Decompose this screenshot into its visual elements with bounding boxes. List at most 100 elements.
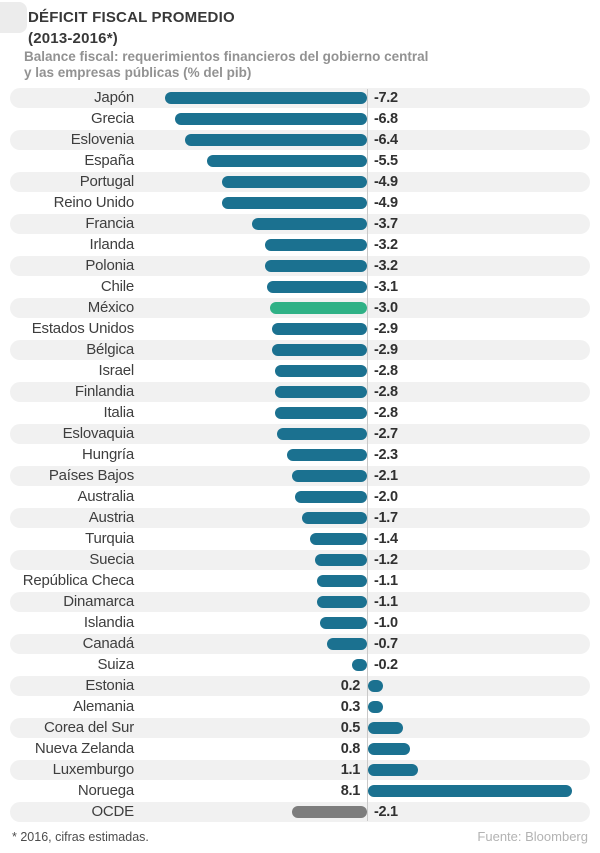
chart-row: Reino Unido -4.9 [0, 193, 600, 214]
value-label: -3.0 [374, 300, 398, 316]
value-label: -2.0 [374, 489, 398, 505]
country-bar [265, 239, 367, 251]
country-label: Estonia [85, 677, 134, 694]
country-label: Noruega [77, 782, 134, 799]
title-line-1: DÉFICIT FISCAL PROMEDIO [28, 9, 235, 26]
country-bar [368, 722, 403, 734]
country-bar [272, 344, 367, 356]
country-label: Austria [88, 509, 134, 526]
chart-row: Estonia 0.2 [0, 676, 600, 697]
value-label: -2.1 [374, 468, 398, 484]
country-label: Suecia [89, 551, 134, 568]
country-label: Polonia [85, 257, 134, 274]
value-label: -2.8 [374, 384, 398, 400]
country-label: Turquia [85, 530, 134, 547]
country-label: Alemania [73, 698, 134, 715]
value-label: -1.1 [374, 573, 398, 589]
chart-row: Dinamarca -1.1 [0, 592, 600, 613]
country-bar [320, 617, 367, 629]
chart-row: Israel -2.8 [0, 361, 600, 382]
country-bar [368, 680, 383, 692]
chart-row: Corea del Sur 0.5 [0, 718, 600, 739]
country-label: Reino Unido [53, 194, 135, 211]
chart-row: República Checa -1.1 [0, 571, 600, 592]
footnote: * 2016, cifras estimadas. [12, 830, 149, 844]
country-label: Australia [77, 488, 134, 505]
country-bar [222, 197, 367, 209]
chart-row: Italia -2.8 [0, 403, 600, 424]
chart-row: Chile -3.1 [0, 277, 600, 298]
country-bar [292, 806, 367, 818]
country-bar [317, 575, 367, 587]
value-label: -6.8 [374, 111, 398, 127]
chart-row: Turquia -1.4 [0, 529, 600, 550]
value-label: -3.1 [374, 279, 398, 295]
country-bar [302, 512, 367, 524]
country-label: Japón [94, 89, 134, 106]
subtitle-line-1: Balance fiscal: requerimientos financier… [24, 49, 429, 64]
country-label: Suiza [97, 656, 134, 673]
country-bar [287, 449, 367, 461]
country-label: Israel [98, 362, 135, 379]
country-bar [275, 386, 367, 398]
country-label: Francia [85, 215, 134, 232]
chart-row: España -5.5 [0, 151, 600, 172]
chart-row: Polonia -3.2 [0, 256, 600, 277]
value-label: 0.2 [340, 678, 361, 694]
value-label: -2.7 [374, 426, 398, 442]
chart-row: Luxemburgo 1.1 [0, 760, 600, 781]
value-label: -1.0 [374, 615, 398, 631]
country-bar [275, 407, 367, 419]
country-label: Islandia [83, 614, 134, 631]
chart-row: Hungría -2.3 [0, 445, 600, 466]
value-label: -7.2 [374, 90, 398, 106]
chart-row: Noruega 8.1 [0, 781, 600, 802]
chart-row: Bélgica -2.9 [0, 340, 600, 361]
country-bar [368, 701, 383, 713]
chart-row: Australia -2.0 [0, 487, 600, 508]
country-bar [277, 428, 367, 440]
value-label: -1.2 [374, 552, 398, 568]
country-label: Irlanda [89, 236, 135, 253]
value-label: -2.9 [374, 321, 398, 337]
country-label: Nueva Zelanda [34, 740, 134, 757]
value-label: 0.3 [340, 699, 361, 715]
value-label: -4.9 [374, 174, 398, 190]
chart-row: Suecia -1.2 [0, 550, 600, 571]
country-bar [310, 533, 367, 545]
zero-axis-line [367, 89, 368, 821]
country-label: Corea del Sur [44, 719, 134, 736]
chart-row: Nueva Zelanda 0.8 [0, 739, 600, 760]
corner-decoration [0, 2, 27, 33]
chart-row: Eslovaquia -2.7 [0, 424, 600, 445]
chart-row: Estados Unidos -2.9 [0, 319, 600, 340]
chart-row: Irlanda -3.2 [0, 235, 600, 256]
value-label: -5.5 [374, 153, 398, 169]
chart-row: Austria -1.7 [0, 508, 600, 529]
chart-row: México -3.0 [0, 298, 600, 319]
country-label: México [87, 299, 135, 316]
chart-row: Grecia -6.8 [0, 109, 600, 130]
value-label: -0.2 [374, 657, 398, 673]
country-label: Estados Unidos [31, 320, 134, 337]
country-bar [327, 638, 367, 650]
country-label: Eslovenia [70, 131, 134, 148]
country-label: Finlandia [74, 383, 134, 400]
country-label: República Checa [22, 572, 134, 589]
country-label: Hungría [82, 446, 134, 463]
chart-row: Eslovenia -6.4 [0, 130, 600, 151]
chart-row: Francia -3.7 [0, 214, 600, 235]
country-label: Dinamarca [63, 593, 134, 610]
value-label: -3.7 [374, 216, 398, 232]
country-bar [315, 554, 367, 566]
country-bar [317, 596, 367, 608]
value-label: -3.2 [374, 258, 398, 274]
country-label: Italia [103, 404, 135, 421]
chart-row: OCDE -2.1 [0, 802, 600, 823]
country-label: Luxemburgo [52, 761, 135, 778]
value-label: -1.4 [374, 531, 398, 547]
value-label: -0.7 [374, 636, 398, 652]
country-bar [368, 785, 572, 797]
country-bar [352, 659, 367, 671]
